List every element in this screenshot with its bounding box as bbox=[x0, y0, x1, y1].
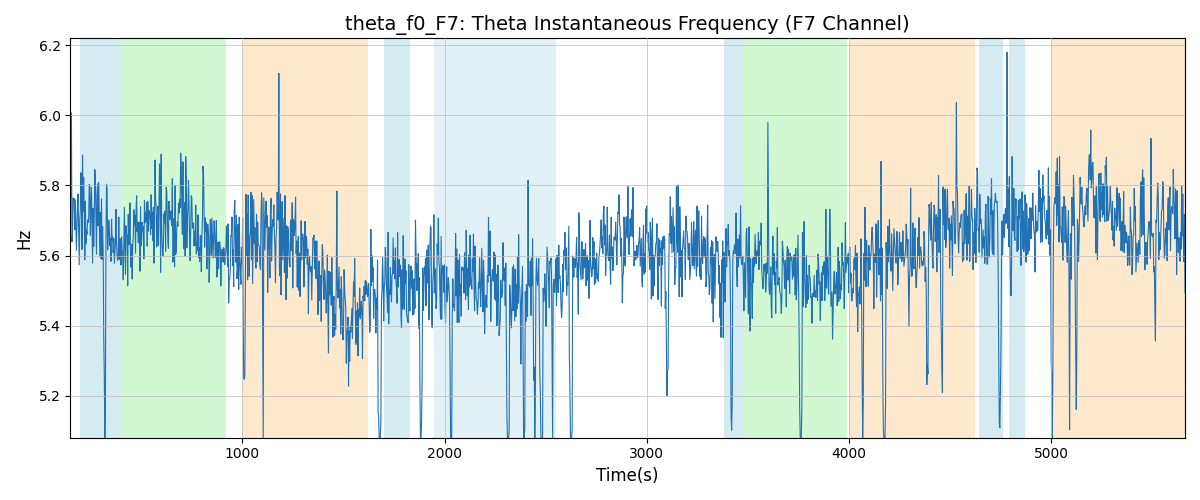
Bar bbox=[121, 38, 226, 438]
Bar bbox=[242, 38, 367, 438]
Y-axis label: Hz: Hz bbox=[16, 228, 34, 248]
Bar bbox=[744, 38, 847, 438]
Bar bbox=[384, 38, 410, 438]
X-axis label: Time(s): Time(s) bbox=[596, 467, 659, 485]
Bar bbox=[1051, 38, 1186, 438]
Bar bbox=[434, 38, 556, 438]
Title: theta_f0_F7: Theta Instantaneous Frequency (F7 Channel): theta_f0_F7: Theta Instantaneous Frequen… bbox=[346, 15, 910, 35]
Bar bbox=[724, 38, 744, 438]
Bar bbox=[1009, 38, 1025, 438]
Bar bbox=[80, 38, 121, 438]
Bar bbox=[979, 38, 1003, 438]
Bar bbox=[850, 38, 974, 438]
